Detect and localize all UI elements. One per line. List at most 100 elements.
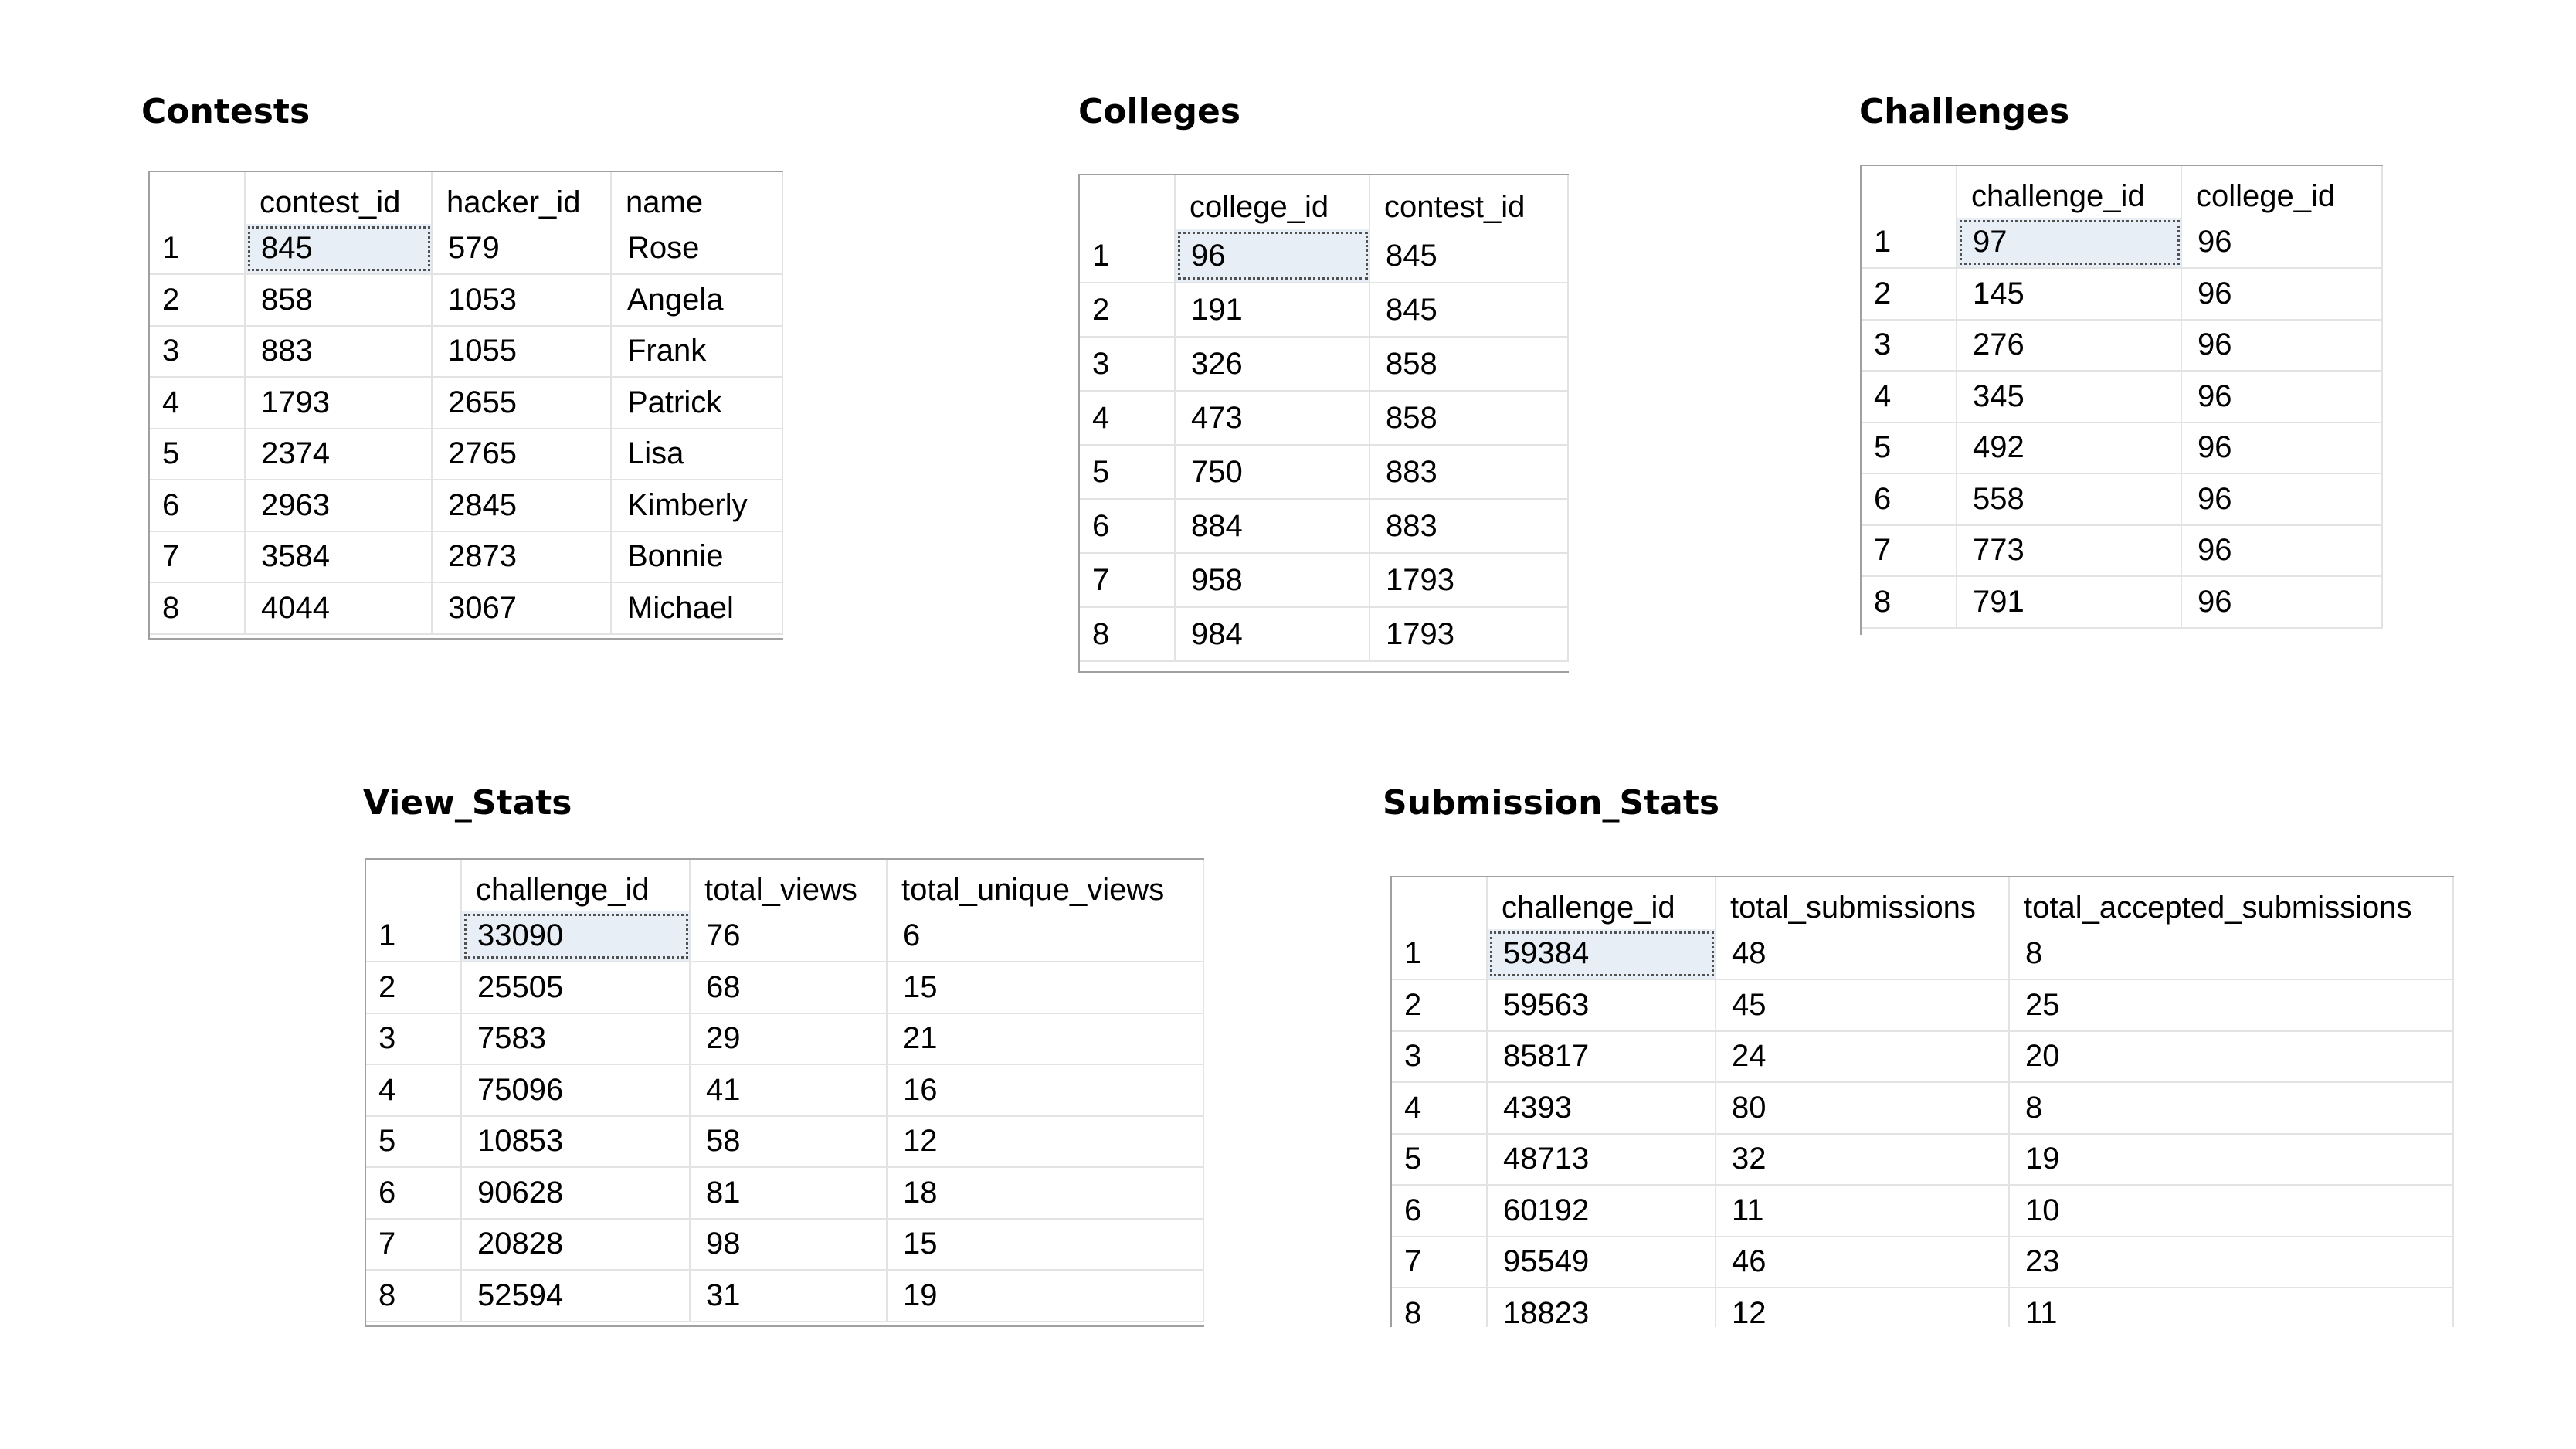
- row-number[interactable]: 4: [150, 378, 246, 428]
- table-cell[interactable]: 858: [1370, 338, 1569, 390]
- table-cell[interactable]: 90628: [462, 1168, 691, 1218]
- table-row[interactable]: 5 48713 32 19: [1392, 1134, 2454, 1186]
- table-cell[interactable]: 18: [888, 1168, 1204, 1218]
- table-cell[interactable]: 80: [1716, 1083, 2010, 1133]
- table-cell[interactable]: 2963: [246, 480, 433, 531]
- table-cell[interactable]: 750: [1176, 446, 1370, 498]
- row-number[interactable]: 1: [1862, 217, 1957, 267]
- table-row[interactable]: 4 345 96: [1862, 372, 2383, 423]
- table-cell[interactable]: 858: [246, 275, 433, 325]
- table-cell[interactable]: 96: [2182, 525, 2383, 575]
- table-cell[interactable]: 45: [1716, 980, 2010, 1030]
- column-header-challenge-id[interactable]: challenge_id: [462, 860, 691, 911]
- table-row[interactable]: 7 3584 2873 Bonnie: [150, 531, 783, 583]
- table-row[interactable]: 2 145 96: [1862, 269, 2383, 321]
- contests-grid[interactable]: contest_id hacker_id name 1 845 579 Rose 2 858 10…: [148, 171, 783, 640]
- row-number[interactable]: 1: [1392, 928, 1488, 979]
- table-row[interactable]: 5 492 96: [1862, 422, 2383, 474]
- table-cell[interactable]: 2845: [433, 480, 612, 531]
- row-number[interactable]: 1: [1080, 229, 1176, 282]
- table-row[interactable]: 5 2374 2765 Lisa: [150, 429, 783, 480]
- table-cell[interactable]: 15: [888, 1219, 1204, 1269]
- row-number[interactable]: 8: [366, 1271, 462, 1321]
- table-cell[interactable]: 24: [1716, 1031, 2010, 1081]
- column-header-challenge-id[interactable]: challenge_id: [1488, 877, 1716, 929]
- table-cell[interactable]: 883: [1370, 446, 1569, 498]
- table-cell[interactable]: 326: [1176, 338, 1370, 390]
- table-row[interactable]: 3 85817 24 20: [1392, 1031, 2454, 1083]
- table-cell[interactable]: 845: [1370, 229, 1569, 282]
- table-cell[interactable]: 96: [2182, 320, 2383, 370]
- table-cell[interactable]: 58: [691, 1116, 888, 1166]
- table-cell[interactable]: 19: [2010, 1134, 2454, 1184]
- table-cell[interactable]: 558: [1957, 474, 2182, 524]
- table-cell[interactable]: 1793: [1370, 608, 1569, 660]
- table-row[interactable]: 4 4393 80 8: [1392, 1083, 2454, 1135]
- column-header-total-accepted-submissions[interactable]: total_accepted_submissions: [2010, 877, 2454, 929]
- table-cell[interactable]: 958: [1176, 554, 1370, 606]
- table-cell[interactable]: 191: [1176, 283, 1370, 336]
- table-cell[interactable]: Kimberly: [612, 480, 783, 531]
- row-number[interactable]: 6: [1080, 500, 1176, 552]
- table-cell[interactable]: 96: [2182, 269, 2383, 319]
- row-number-header[interactable]: [1392, 877, 1488, 929]
- table-cell[interactable]: 52594: [462, 1271, 691, 1321]
- row-number[interactable]: 3: [366, 1013, 462, 1064]
- row-number[interactable]: 4: [1392, 1083, 1488, 1133]
- table-row[interactable]: 1 59384 48 8: [1392, 928, 2454, 980]
- table-cell[interactable]: 1793: [1370, 554, 1569, 606]
- table-row[interactable]: 6 2963 2845 Kimberly: [150, 480, 783, 532]
- table-row[interactable]: 4 1793 2655 Patrick: [150, 378, 783, 429]
- table-cell[interactable]: 15: [888, 962, 1204, 1013]
- table-cell[interactable]: 7583: [462, 1013, 691, 1064]
- row-number[interactable]: 7: [150, 531, 246, 582]
- table-row[interactable]: 8 984 1793: [1080, 608, 1569, 662]
- table-row[interactable]: 8 791 96: [1862, 577, 2383, 629]
- table-cell[interactable]: 18823: [1488, 1288, 1716, 1327]
- column-header-name[interactable]: name: [612, 172, 783, 224]
- table-cell[interactable]: 60192: [1488, 1186, 1716, 1236]
- table-cell[interactable]: 96: [1176, 229, 1370, 282]
- row-number[interactable]: 1: [366, 911, 462, 961]
- table-row[interactable]: 7 773 96: [1862, 525, 2383, 577]
- table-cell[interactable]: 12: [1716, 1288, 2010, 1327]
- table-cell[interactable]: 4044: [246, 583, 433, 633]
- table-cell[interactable]: 4393: [1488, 1083, 1716, 1133]
- challenges-grid[interactable]: challenge_id college_id 1 97 96 2 145 96 3 276 96 4…: [1860, 165, 2383, 635]
- row-number[interactable]: 2: [1862, 269, 1957, 319]
- table-cell[interactable]: 98: [691, 1219, 888, 1269]
- row-number[interactable]: 2: [1392, 980, 1488, 1030]
- table-row[interactable]: 1 96 845: [1080, 229, 1569, 283]
- row-number[interactable]: 6: [150, 480, 246, 531]
- row-number[interactable]: 3: [150, 326, 246, 376]
- table-row[interactable]: 7 958 1793: [1080, 554, 1569, 608]
- table-cell[interactable]: 3584: [246, 531, 433, 582]
- row-number[interactable]: 8: [1080, 608, 1176, 660]
- row-number[interactable]: 5: [1080, 446, 1176, 498]
- row-number[interactable]: 6: [1862, 474, 1957, 524]
- row-number-header[interactable]: [366, 860, 462, 911]
- row-number[interactable]: 7: [366, 1219, 462, 1269]
- table-row[interactable]: 5 750 883: [1080, 446, 1569, 500]
- table-row[interactable]: 6 884 883: [1080, 500, 1569, 554]
- table-row[interactable]: 8 52594 31 19: [366, 1271, 1204, 1322]
- table-cell[interactable]: Frank: [612, 326, 783, 376]
- table-cell[interactable]: 59563: [1488, 980, 1716, 1030]
- table-cell[interactable]: 11: [2010, 1288, 2454, 1327]
- table-cell[interactable]: 1053: [433, 275, 612, 325]
- submission-stats-grid[interactable]: challenge_id total_submissions total_accep…: [1390, 876, 2454, 1327]
- table-cell[interactable]: 10: [2010, 1186, 2454, 1236]
- table-row[interactable]: 8 4044 3067 Michael: [150, 583, 783, 635]
- table-cell[interactable]: 10853: [462, 1116, 691, 1166]
- row-number-header[interactable]: [1862, 166, 1957, 218]
- table-cell[interactable]: 85817: [1488, 1031, 1716, 1081]
- table-cell[interactable]: 48: [1716, 928, 2010, 979]
- column-header-total-submissions[interactable]: total_submissions: [1716, 877, 2010, 929]
- table-cell[interactable]: Angela: [612, 275, 783, 325]
- table-cell[interactable]: 1055: [433, 326, 612, 376]
- table-cell[interactable]: 81: [691, 1168, 888, 1218]
- table-row[interactable]: 6 90628 81 18: [366, 1168, 1204, 1220]
- table-row[interactable]: 2 858 1053 Angela: [150, 275, 783, 327]
- row-number[interactable]: 5: [366, 1116, 462, 1166]
- table-cell[interactable]: 48713: [1488, 1134, 1716, 1184]
